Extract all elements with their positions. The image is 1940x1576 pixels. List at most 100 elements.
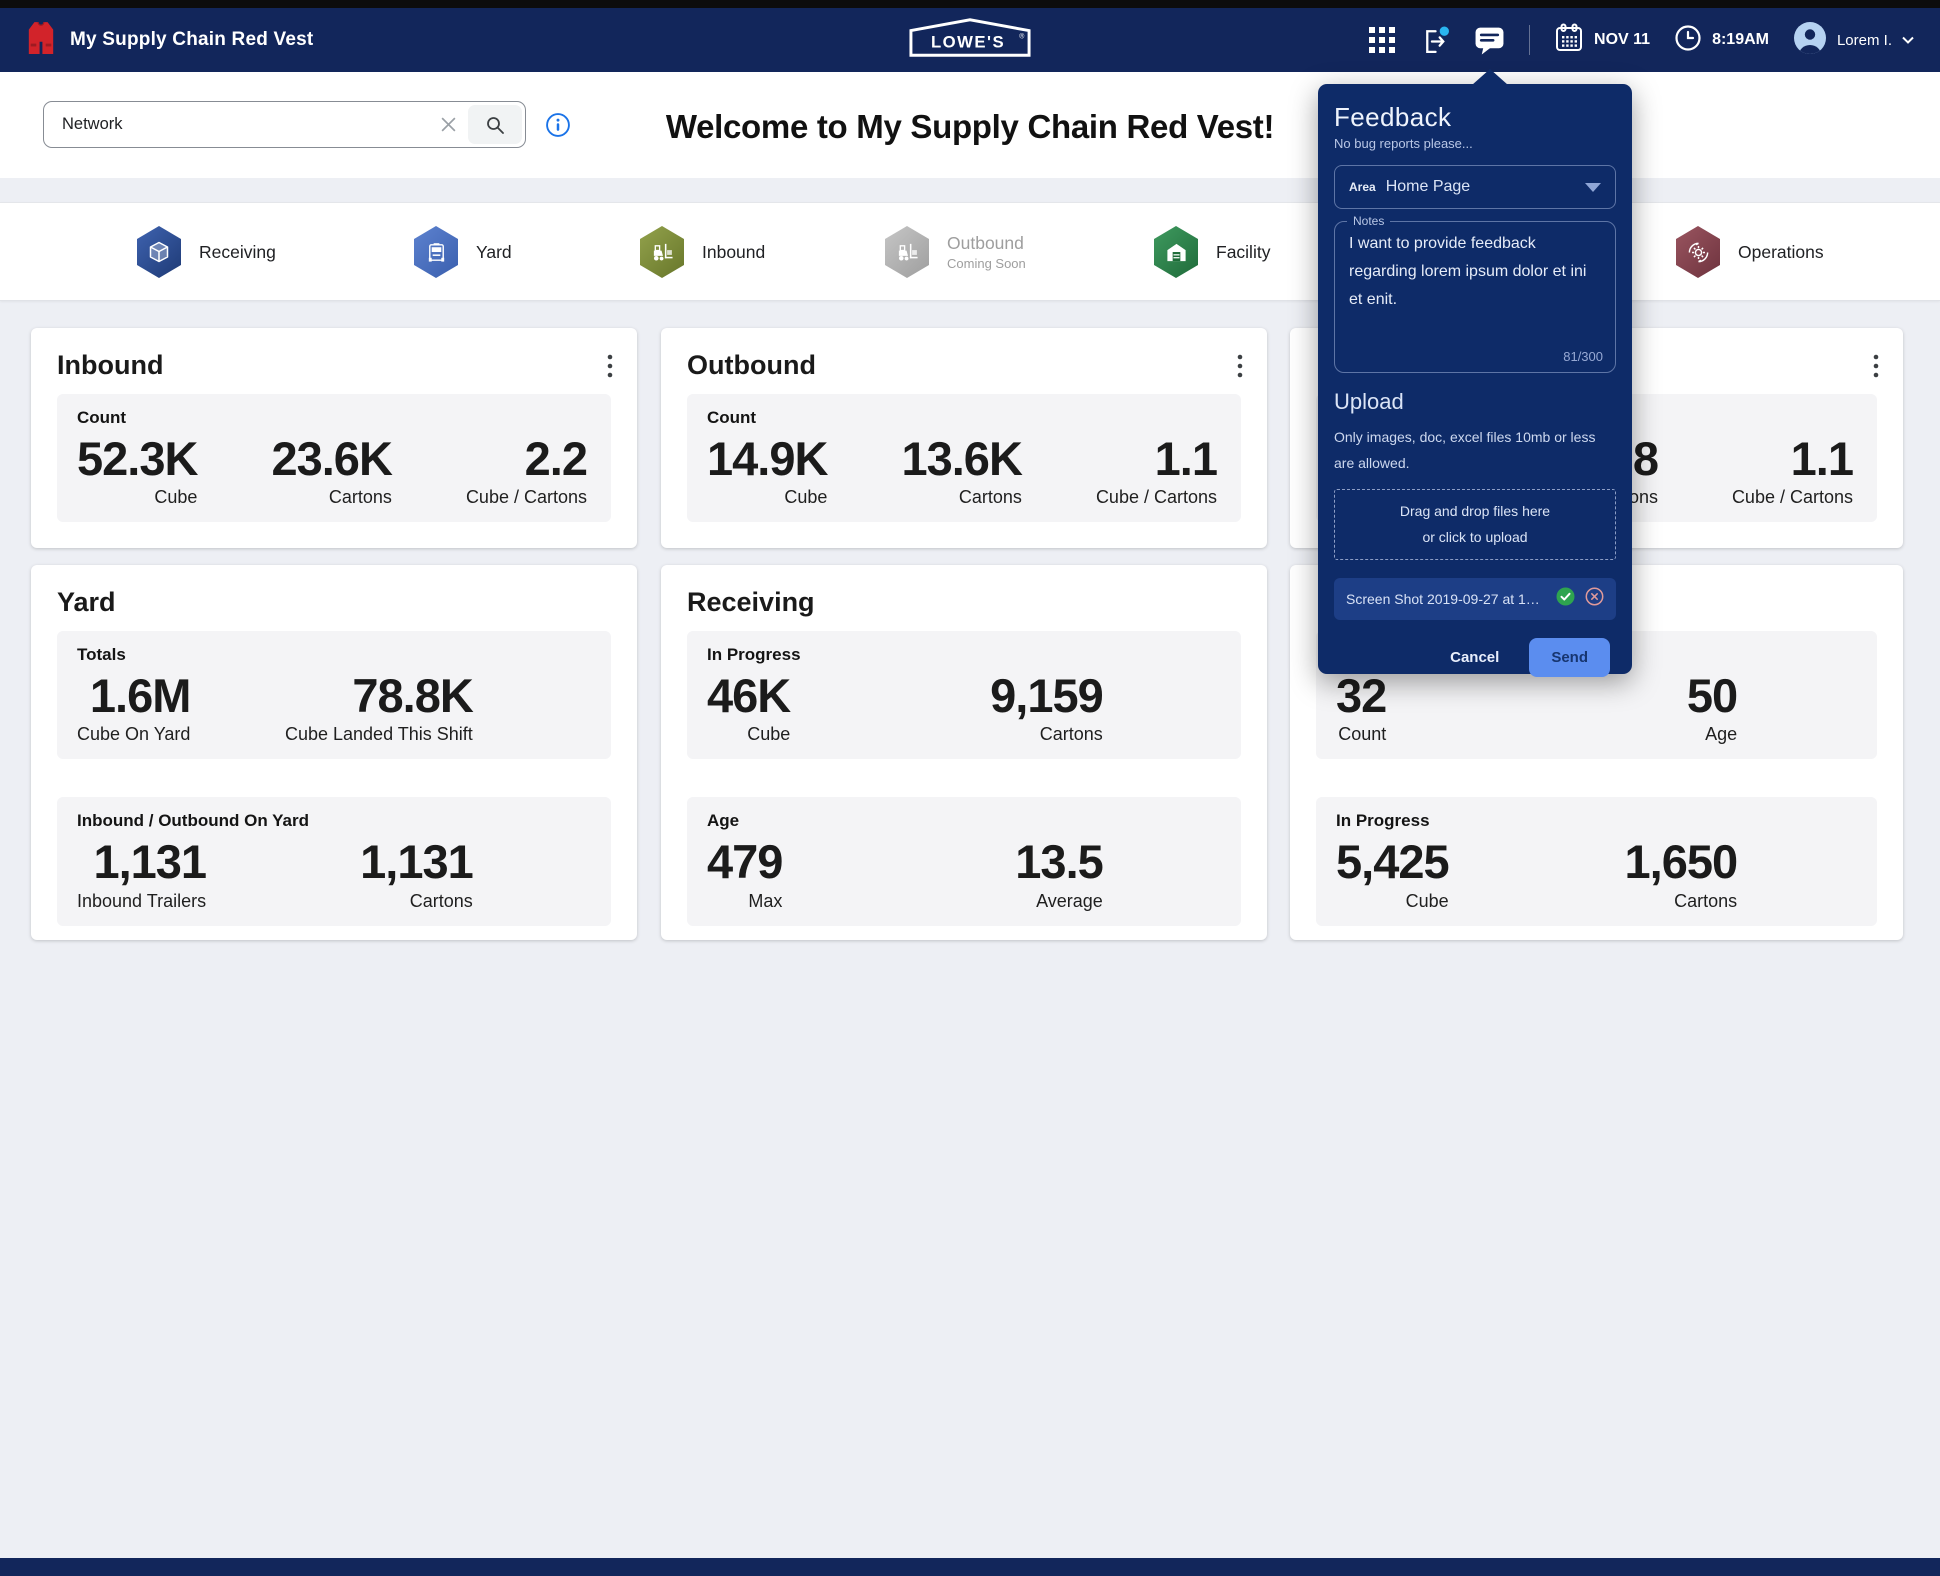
nav-item-inbound[interactable]: Inbound [640,226,765,278]
stat-panel: In Progress 46K Cube 9,159 Cartons [687,631,1241,760]
footer-bar [0,1558,1940,1576]
panel-label: Count [707,408,757,427]
card-title: Inbound [57,350,164,380]
stat: 1.6M Cube On Yard [77,669,191,745]
stat: 2.2 Cube / Cartons [465,432,588,508]
char-counter: 81/300 [1563,349,1603,364]
dropzone-line-2: or click to upload [1422,529,1528,546]
panel-label: Inbound / Outbound On Yard [77,811,309,831]
stat: 14.9K Cube [707,432,828,508]
cancel-button[interactable]: Cancel [1450,648,1500,666]
info-icon[interactable] [545,112,571,143]
nav-label: Receiving [199,241,276,262]
nav-label: Facility [1216,241,1271,262]
notification-dot [1439,26,1449,36]
stat: 50 Age [1686,669,1738,745]
forklift-icon [640,226,684,278]
user-name: Lorem I. [1836,31,1892,49]
panel-label: Age [707,811,740,831]
panel-label: Count [77,408,127,427]
nav-item-operations[interactable]: Operations [1676,226,1824,278]
nav-label: Operations [1738,241,1824,262]
upload-hint: Only images, doc, excel files 10mb or le… [1334,429,1596,471]
remove-file-icon[interactable] [1585,587,1604,611]
box-icon [137,226,181,278]
kebab-menu-icon[interactable] [1237,354,1243,383]
nav-item-receiving[interactable]: Receiving [137,226,276,278]
lowes-logo-text: LOWE'S [931,32,1005,51]
kebab-menu-icon[interactable] [607,354,613,383]
truck-icon [414,226,458,278]
stat-panel: Count 52.3K Cube 23.6K Cartons 2.2 Cube / C… [57,394,611,523]
stat: 13.6K Cartons [901,432,1022,508]
stat: 1,650 Cartons [1624,835,1739,911]
feedback-subtitle: No bug reports please... [1334,136,1473,151]
panel-label: In Progress [1336,811,1430,831]
time-display: 8:19AM [1674,24,1769,57]
top-bar-right: NOV 11 8:19AM Lorem I. [1369,21,1940,60]
card-title: Receiving [687,587,815,617]
card-title: Outbound [687,350,816,380]
nav-label: Outbound [947,233,1024,253]
time-text: 8:19AM [1712,31,1769,48]
stat-panel: Count 14.9K Cube 13.6K Cartons 1.1 Cube / C… [687,394,1241,523]
app-title: My Supply Chain Red Vest [70,29,314,50]
feedback-chat-icon[interactable] [1474,26,1505,55]
search-button[interactable] [468,105,522,144]
area-select-label: Area [1349,180,1376,194]
exit-door-icon[interactable] [1419,25,1450,56]
nav-item-facility[interactable]: Facility [1154,226,1270,278]
search-icon [487,116,504,134]
date-display: NOV 11 [1554,23,1650,58]
red-vest-icon [26,21,56,60]
apps-grid-icon[interactable] [1369,27,1396,53]
upload-success-icon [1556,587,1575,611]
card-yard: Yard Totals 1.6M Cube On Yard 78.8K Cube L… [31,565,637,940]
user-menu[interactable]: Lorem I. [1793,21,1914,60]
area-select[interactable]: Area Home Page [1334,165,1616,209]
chevron-down-icon [1902,31,1914,49]
window-top-strip [0,0,1940,8]
forklift-icon [885,226,929,278]
stat: 1.1 Cube / Cartons [1731,432,1854,508]
stat: 9,159 Cartons [990,669,1104,745]
date-text: NOV 11 [1594,31,1651,48]
search-input[interactable] [44,115,431,134]
search-section: Welcome to My Supply Chain Red Vest! [0,72,1940,178]
search-box [43,101,526,148]
stat: 52.3K Cube [77,432,198,508]
lowes-logo[interactable]: LOWE'S ® [907,15,1033,66]
notes-textarea[interactable]: I want to provide feedback regarding lor… [1349,235,1587,308]
stat: 32 Count [1336,669,1387,745]
send-button[interactable]: Send [1529,637,1610,677]
stat: 46K Cube [707,669,791,745]
top-bar: My Supply Chain Red Vest LOWE'S ® [0,8,1940,72]
card-inbound: Inbound Count 52.3K Cube 23.6K Cartons 2.2… [31,328,637,548]
dropzone-line-1: Drag and drop files here [1399,502,1551,519]
kebab-menu-icon[interactable] [1873,354,1879,383]
nav-item-yard[interactable]: Yard [414,226,512,278]
nav-label: Yard [476,241,512,262]
file-dropzone[interactable]: Drag and drop files here or click to upl… [1334,488,1616,560]
stat: 1.1 Cube / Cartons [1095,432,1218,508]
top-bar-left: My Supply Chain Red Vest [0,21,313,60]
notes-field: Notes I want to provide feedback regardi… [1334,214,1616,373]
panel-label: In Progress [707,645,801,664]
calendar-icon [1554,23,1584,58]
card-title: Yard [57,587,116,617]
area-select-value: Home Page [1385,178,1471,195]
page-title: Welcome to My Supply Chain Red Vest! [665,108,1275,145]
feedback-title: Feedback [1334,102,1452,132]
feedback-actions: Cancel Send [1334,637,1616,677]
svg-text:®: ® [1019,32,1024,40]
stat: 1,131 Cartons [360,835,474,911]
stat-panel: In Progress 5,425 Cube 1,650 Cartons [1316,797,1877,926]
warehouse-icon [1154,226,1198,278]
card-receiving: Receiving In Progress 46K Cube 9,159 Carto… [661,565,1267,940]
nav-item-outbound: Outbound Coming Soon [885,226,1026,278]
top-bar-divider [1529,25,1531,55]
stat-panel: Age 479 Max 13.5 Average [687,797,1241,926]
notes-label: Notes [1347,214,1391,228]
stat: 13.5 Average [1015,835,1103,911]
clear-search-icon[interactable] [431,108,465,142]
